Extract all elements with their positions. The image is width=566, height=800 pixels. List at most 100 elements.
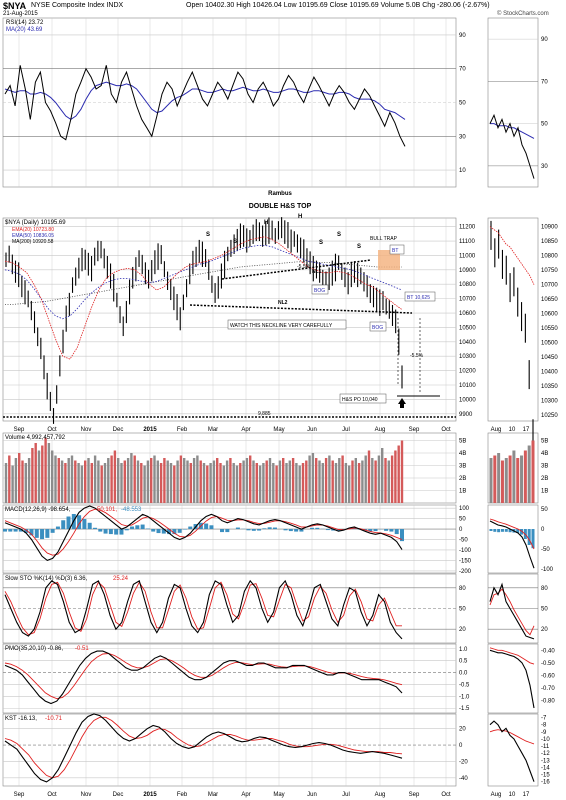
bottom-month-label: Oct — [47, 792, 57, 798]
volume-tick-label: 1B — [459, 489, 466, 495]
kst-right-tick-label: -10 — [541, 737, 550, 743]
kst-right-tick-label: -15 — [541, 773, 550, 779]
macd-hist-bar — [257, 529, 262, 531]
price-month-label: Aug — [375, 427, 386, 433]
price-right-tick-label: 10750 — [541, 268, 558, 274]
bottom-month-label: Oct — [441, 792, 451, 798]
price-tick-label: 10400 — [459, 340, 476, 346]
macd-right-line — [489, 520, 535, 569]
kst-tick-label: -40 — [459, 776, 468, 782]
price-right-frame — [487, 217, 539, 422]
bull-trap-box — [378, 250, 400, 270]
kst-signal-line — [4, 716, 403, 779]
macd-hist-bar — [188, 526, 193, 530]
volume-bar — [357, 463, 361, 503]
macd-hist-bar — [130, 526, 135, 530]
volume-bar — [41, 445, 44, 503]
macd-hist-bar — [145, 528, 150, 530]
macd-hist-bar — [384, 529, 389, 531]
volume-bar — [150, 458, 153, 503]
macd-hist-bar — [29, 529, 34, 536]
kst-right-tick-label: -12 — [541, 751, 550, 757]
volume-bar — [80, 465, 84, 503]
volume-right-tick-label: 5B — [541, 439, 548, 445]
bottom-month-label: Sep — [409, 792, 420, 798]
kst-tick-label: 20 — [459, 727, 466, 733]
volume-bar — [84, 460, 87, 503]
pmo-frame — [2, 643, 457, 714]
volume-bar — [100, 465, 103, 503]
volume-bar — [354, 458, 357, 503]
volume-right-bar — [508, 455, 512, 503]
volume-bar — [341, 455, 344, 503]
volume-bar — [344, 463, 348, 503]
volume-bar — [278, 460, 282, 503]
volume-bar — [301, 463, 305, 503]
nl1-label: NL1 — [312, 269, 322, 275]
volume-right-bar — [516, 458, 520, 503]
macd-hist-bar — [82, 519, 87, 530]
volume-bar — [258, 465, 262, 503]
bottom-month-label: Dec — [113, 792, 124, 798]
volume-bar — [169, 463, 173, 503]
volume-bar — [34, 443, 37, 503]
macd-hist-bar — [325, 529, 330, 531]
macd-hist-bar — [55, 526, 60, 530]
volume-bar — [166, 460, 169, 503]
macd-tick-label: 50 — [459, 517, 466, 523]
rsi-line — [4, 65, 406, 147]
volume-tick-label: 4B — [459, 451, 466, 457]
volume-right-bar — [520, 455, 524, 503]
macd-hist-bar — [220, 529, 225, 533]
bottom-right-month-label: 17 — [523, 792, 530, 798]
volume-bar — [37, 450, 41, 503]
macd-hist-bar — [267, 527, 272, 530]
price-right-tick-label: 10700 — [541, 283, 558, 289]
macd-right-hist-bar — [520, 529, 524, 535]
macd-right-tick-label: -50 — [541, 547, 550, 553]
volume-bar — [156, 460, 159, 503]
volume-bar — [324, 458, 328, 503]
pattern-title: DOUBLE H&S TOP — [249, 203, 312, 210]
volume-bar — [14, 458, 18, 503]
macd-line — [4, 505, 403, 562]
macd-hist-bar — [87, 522, 92, 530]
price-month-label: Feb — [177, 427, 188, 433]
rsi-right-tick-label: 90 — [541, 37, 548, 43]
price-right-tick-label: 10600 — [541, 312, 558, 318]
volume-bar — [27, 458, 31, 503]
rsi-tick-label: 90 — [459, 33, 466, 39]
price-tick-label: 10200 — [459, 369, 476, 375]
volume-bar — [140, 463, 143, 503]
volume-bar — [176, 460, 179, 503]
kst-right-tick-label: -16 — [541, 780, 550, 786]
pmo-right-tick-label: -0.40 — [541, 648, 555, 654]
macd-signal-line — [4, 508, 403, 556]
pmo-signal-label: -0.51 — [75, 646, 89, 652]
price-tick-label: 11000 — [459, 253, 476, 259]
volume-bar — [51, 450, 54, 503]
pmo-right-line — [489, 649, 535, 709]
volume-bar — [47, 443, 51, 503]
volume-right-tick-label: 4B — [541, 451, 548, 457]
volume-bar — [222, 465, 225, 503]
pmo-label: PMO(35,20,10) -0.86, — [5, 646, 63, 652]
price-right-tick-label: 10650 — [541, 297, 558, 303]
macd-hist-bar — [161, 529, 166, 534]
volume-bar — [133, 455, 136, 503]
macd-hist-bar — [50, 529, 55, 533]
volume-bar — [381, 448, 384, 503]
volume-bar — [232, 463, 235, 503]
volume-bar — [288, 460, 291, 503]
sto-label: Slow STO %K(14) %D(3) 6.36, — [5, 576, 88, 582]
price-right-tick-label: 10900 — [541, 225, 558, 231]
macd-hist-bar — [140, 524, 145, 530]
volume-bar — [282, 458, 285, 503]
macd-right-tick-label: 50 — [541, 507, 548, 513]
volume-bar — [8, 455, 11, 503]
sto-tick-label: 50 — [459, 607, 466, 613]
volume-right-tick-label: 1B — [541, 489, 548, 495]
volume-bar — [199, 460, 202, 503]
volume-bar — [192, 458, 196, 503]
